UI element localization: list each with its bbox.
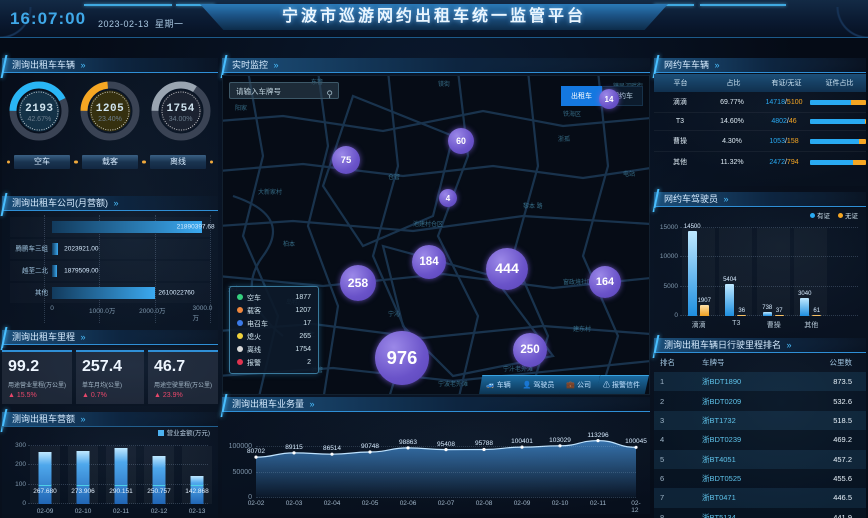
svg-text:宁波老外滩: 宁波老外滩 (438, 380, 468, 388)
svg-text:仓管: 仓管 (388, 173, 400, 181)
svg-text:建东村: 建东村 (573, 325, 591, 333)
svg-text:池建村仓区: 池建村仓区 (413, 220, 443, 228)
svg-text:铁海区: 铁海区 (563, 110, 581, 118)
svg-text:大新家村: 大新家村 (258, 188, 282, 196)
svg-text:宁沁: 宁沁 (388, 310, 400, 318)
svg-text:阳家: 阳家 (235, 104, 247, 112)
svg-text:电站: 电站 (623, 170, 635, 178)
svg-text:镁街: 镁街 (438, 80, 450, 88)
svg-text:浙孤: 浙孤 (558, 135, 570, 143)
svg-text:柏本: 柏本 (283, 240, 295, 248)
svg-text:黎本 路: 黎本 路 (523, 202, 543, 210)
